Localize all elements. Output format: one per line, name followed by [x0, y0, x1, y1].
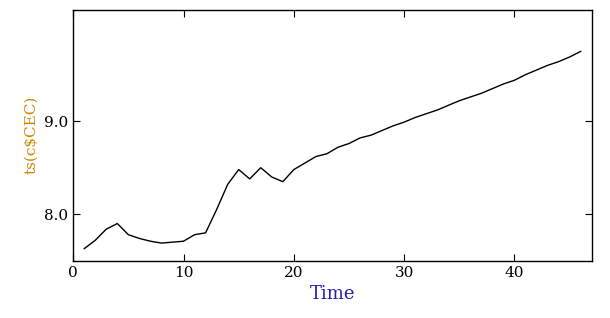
X-axis label: Time: Time: [310, 285, 355, 303]
Y-axis label: ts(c$CEC): ts(c$CEC): [24, 96, 38, 174]
